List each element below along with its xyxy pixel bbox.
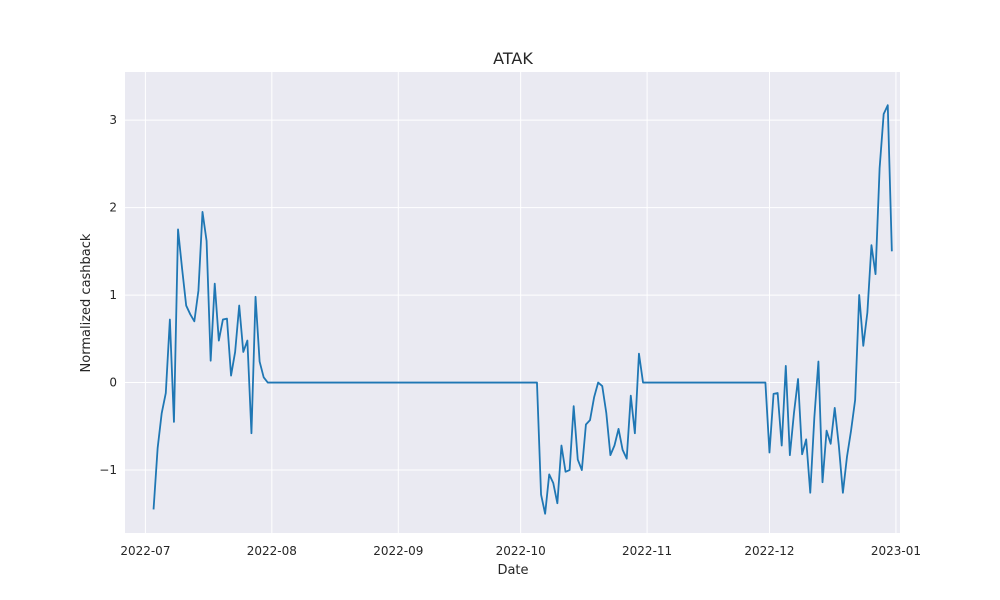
y-tick-label: −1 (99, 463, 117, 477)
x-tick-label: 2022-08 (247, 544, 297, 558)
x-tick-label: 2022-09 (373, 544, 423, 558)
x-tick-label: 2022-11 (622, 544, 672, 558)
chart-title: ATAK (493, 49, 533, 68)
y-axis-label: Normalized cashback (79, 233, 94, 372)
x-axis-label: Date (497, 563, 528, 578)
x-tick-label: 2022-12 (744, 544, 794, 558)
y-tick-label: 1 (109, 288, 117, 302)
x-tick-label: 2022-07 (120, 544, 170, 558)
y-tick-label: 3 (109, 113, 117, 127)
series-line (152, 104, 893, 515)
x-tick-label: 2022-10 (496, 544, 546, 558)
y-tick-label: 0 (109, 376, 117, 390)
plot-area (125, 72, 900, 533)
y-axis-ticks: −1 0 1 2 3 (99, 113, 117, 477)
y-tick-label: 2 (109, 201, 117, 215)
x-axis-ticks: 2022-07 2022-08 2022-09 2022-10 2022-11 2022-… (120, 544, 921, 558)
x-tick-label: 2023-01 (871, 544, 921, 558)
series-layer (152, 104, 893, 515)
